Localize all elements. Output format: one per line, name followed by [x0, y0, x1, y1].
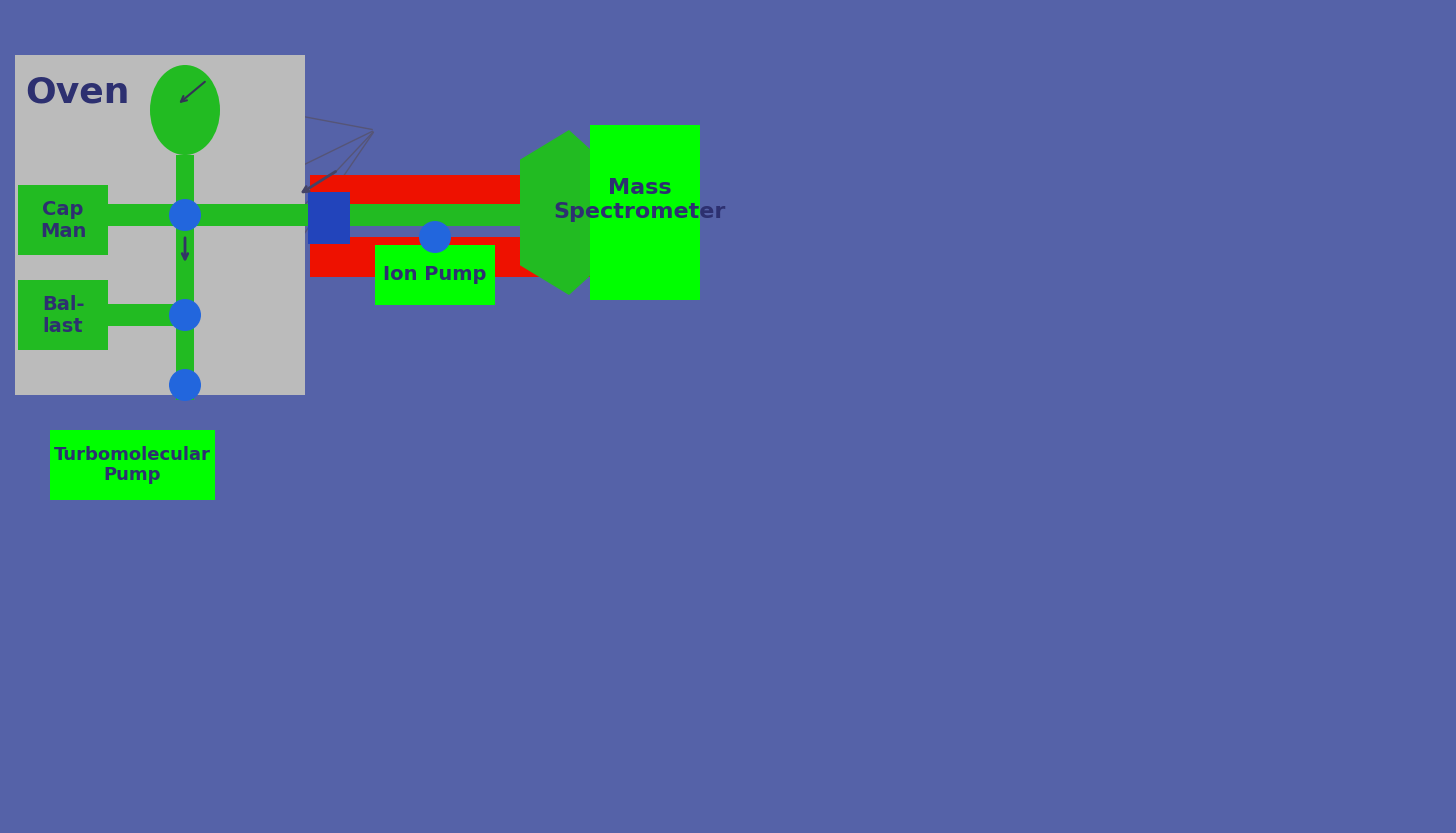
Bar	[50, 430, 215, 500]
Bar	[17, 185, 108, 255]
Bar	[310, 175, 590, 215]
Bar	[176, 155, 194, 400]
Text: Oven: Oven	[25, 75, 130, 109]
Bar	[427, 226, 444, 245]
Ellipse shape	[150, 65, 220, 155]
Bar	[309, 192, 349, 244]
Circle shape	[169, 299, 201, 331]
Polygon shape	[590, 130, 700, 215]
Circle shape	[419, 221, 451, 253]
Bar	[17, 280, 108, 350]
Polygon shape	[590, 237, 700, 295]
Text: Bal-
last: Bal- last	[42, 295, 84, 336]
Text: Mass
Spectrometer: Mass Spectrometer	[553, 178, 727, 222]
Polygon shape	[520, 130, 660, 295]
Circle shape	[169, 369, 201, 401]
Bar	[310, 237, 590, 277]
Text: Turbomolecular
Pump: Turbomolecular Pump	[54, 446, 211, 485]
Bar	[108, 304, 176, 326]
Bar	[108, 204, 176, 226]
Bar	[376, 245, 495, 305]
Text: Cap
Man: Cap Man	[39, 199, 86, 241]
Bar	[15, 55, 304, 395]
Bar	[590, 125, 700, 300]
Circle shape	[169, 199, 201, 231]
Bar	[111, 204, 590, 226]
Text: Ion Pump: Ion Pump	[383, 266, 486, 285]
